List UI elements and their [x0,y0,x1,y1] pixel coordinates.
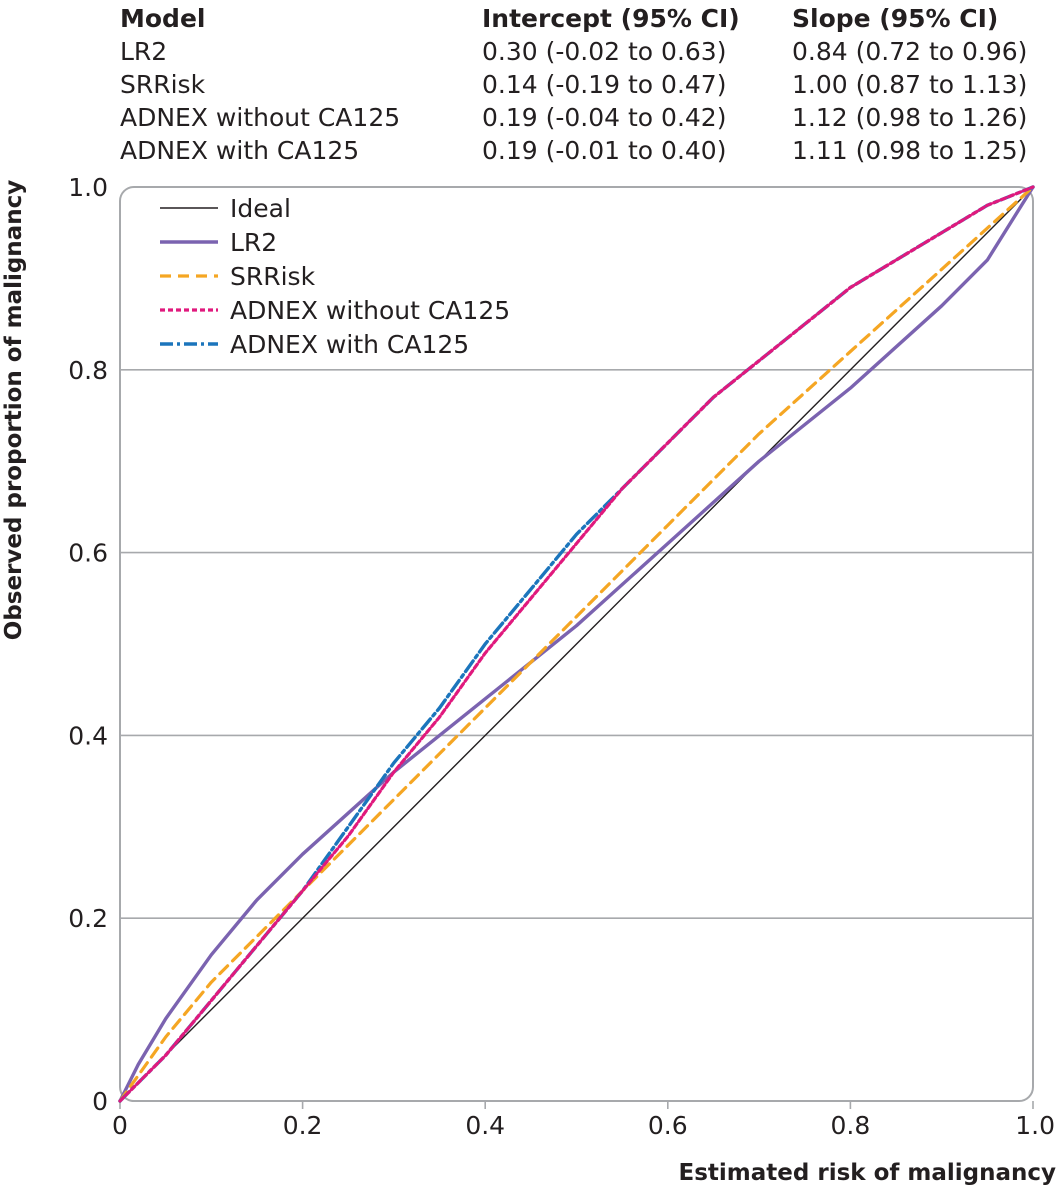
series-line-lr2 [118,185,1035,1103]
x-tick-label: 0.8 [831,1111,871,1140]
legend-label: SRRisk [230,262,316,291]
table-cell-slope: 1.11 (0.98 to 1.25) [792,136,1028,165]
table-cell-intercept: 0.30 (-0.02 to 0.63) [482,37,727,66]
legend-label: ADNEX with CA125 [230,330,469,359]
table-cell-model: ADNEX with CA125 [120,136,360,165]
x-tick-label: 0.2 [283,1111,323,1140]
x-tick-label: 0 [112,1111,128,1140]
series-line-ideal [119,186,1034,1102]
x-axis-title: Estimated risk of malignancy [678,1160,1056,1186]
table-header-intercept: Intercept (95% CI) [482,4,740,33]
y-axis-title: Observed proportion of malignancy [1,179,27,641]
x-tick-label: 0.4 [465,1111,505,1140]
table-cell-slope: 0.84 (0.72 to 0.96) [792,37,1028,66]
table-cell-intercept: 0.19 (-0.01 to 0.40) [482,136,727,165]
table-header-model: Model [120,4,206,33]
x-tick-label: 0.6 [648,1111,688,1140]
y-tick-label: 0.4 [68,721,108,750]
table-row: LR2 0.30 (-0.02 to 0.63) 0.84 (0.72 to 0… [0,35,1056,68]
x-tick-label: 1.0 [1015,1111,1055,1140]
model-statistics-table: Model Intercept (95% CI) Slope (95% CI) … [0,0,1056,172]
table-header-slope: Slope (95% CI) [792,4,999,33]
series-line-srrisk [118,185,1035,1103]
series-line-adnex-without-ca125 [118,185,1035,1103]
table-cell-model: SRRisk [120,70,206,99]
legend-label: LR2 [230,228,277,257]
table-cell-model: LR2 [120,37,168,66]
y-tick-label: 0 [92,1087,108,1116]
y-tick-label: 0.6 [68,539,108,568]
y-tick-label: 0.2 [68,904,108,933]
legend-label: ADNEX without CA125 [230,296,510,325]
table-cell-intercept: 0.14 (-0.19 to 0.47) [482,70,727,99]
table-cell-intercept: 0.19 (-0.04 to 0.42) [482,103,727,132]
y-tick-label: 1.0 [68,173,108,202]
table-cell-model: ADNEX without CA125 [120,103,401,132]
plot-frame [119,186,1034,1102]
table-row: ADNEX without CA125 0.19 (-0.04 to 0.42)… [0,101,1056,134]
y-tick-label: 0.8 [68,356,108,385]
table-row: SRRisk 0.14 (-0.19 to 0.47) 1.00 (0.87 t… [0,68,1056,101]
table-header-row: Model Intercept (95% CI) Slope (95% CI) [0,2,1056,35]
table-row: ADNEX with CA125 0.19 (-0.01 to 0.40) 1.… [0,134,1056,167]
table-cell-slope: 1.12 (0.98 to 1.26) [792,103,1028,132]
legend-label: Ideal [230,194,291,223]
table-cell-slope: 1.00 (0.87 to 1.13) [792,70,1028,99]
